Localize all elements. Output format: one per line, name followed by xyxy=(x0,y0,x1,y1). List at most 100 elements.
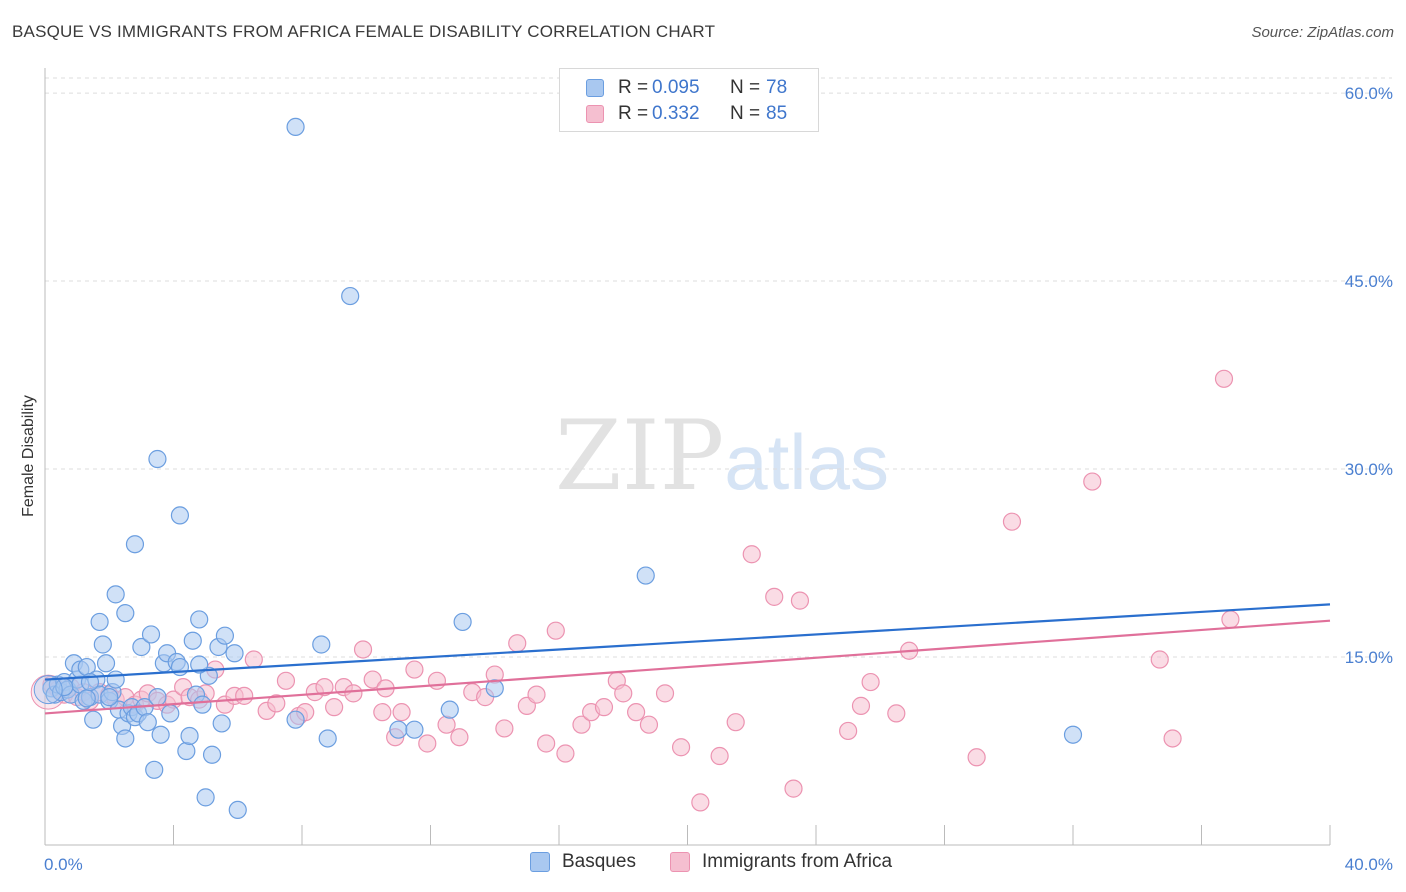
basques-point xyxy=(286,117,305,137)
basques-point xyxy=(116,729,135,748)
basques-point xyxy=(141,625,161,644)
basques-point xyxy=(100,688,119,707)
africa-point xyxy=(244,650,263,669)
africa-point xyxy=(784,779,803,798)
axis-labels: 15.0% 30.0% 45.0% 60.0% 0.0% 40.0% Female Disa… xyxy=(20,84,1393,874)
africa-point xyxy=(353,640,373,659)
legend-r-value: 0.095 xyxy=(652,77,700,98)
basques-point xyxy=(636,566,655,585)
basques-point xyxy=(318,729,337,748)
legend-n-label: N = xyxy=(730,103,761,124)
africa-point xyxy=(861,672,880,692)
legend-label-basques: Basques xyxy=(562,851,636,872)
basques-point xyxy=(93,635,112,654)
basques-point xyxy=(180,726,199,746)
africa-point xyxy=(594,698,614,717)
africa-point xyxy=(626,703,646,722)
basques-point xyxy=(148,688,167,707)
basques-cluster-point xyxy=(33,675,63,705)
watermark-zip: ZIP xyxy=(555,400,725,512)
africa-point xyxy=(887,704,906,723)
africa-point xyxy=(450,728,469,747)
basques-point xyxy=(225,644,244,663)
grid-lines xyxy=(45,77,1392,658)
africa-point xyxy=(851,696,871,715)
legend-label-africa: Immigrants from Africa xyxy=(702,851,893,872)
legend-swatch-africa xyxy=(670,852,690,872)
africa-point xyxy=(325,698,344,717)
basques-point xyxy=(170,506,190,525)
y-tick-label: 30.0% xyxy=(1345,460,1393,479)
watermark: ZIPatlas xyxy=(555,400,889,512)
correlation-legend: R = 0.095 N = 78 R = 0.332 N = 85 xyxy=(559,68,819,132)
x-tick-label: 0.0% xyxy=(44,855,83,874)
basques-point xyxy=(190,655,209,674)
basques-point xyxy=(183,631,202,650)
basques-point xyxy=(177,741,196,761)
basques-point xyxy=(116,604,135,623)
basques-point xyxy=(485,679,504,698)
africa-point xyxy=(1163,729,1182,748)
legend-n-value: 78 xyxy=(766,77,788,98)
africa-point xyxy=(495,719,514,738)
basques-point xyxy=(145,760,164,779)
basques-point xyxy=(286,710,305,729)
basques-point xyxy=(453,612,472,632)
y-tick-label: 45.0% xyxy=(1345,272,1393,291)
basques-point xyxy=(125,535,145,554)
legend-r-label: R = xyxy=(618,103,649,124)
africa-point xyxy=(1150,650,1169,669)
legend-n-value: 85 xyxy=(766,103,788,124)
trend-lines xyxy=(44,603,1331,715)
y-tick-label: 15.0% xyxy=(1345,648,1393,667)
africa-point xyxy=(392,703,411,722)
watermark-atlas: atlas xyxy=(724,418,889,506)
legend-swatch-basques xyxy=(530,852,550,872)
africa-point xyxy=(655,684,675,703)
africa-point xyxy=(363,670,382,689)
basques-point xyxy=(202,745,222,764)
legend-n-label: N = xyxy=(730,77,761,98)
basques-point xyxy=(96,654,116,673)
legend-item-africa: Immigrants from Africa xyxy=(670,851,892,873)
africa-point xyxy=(373,703,392,722)
africa-point xyxy=(790,591,810,610)
axes xyxy=(44,68,1331,846)
africa-point xyxy=(418,734,437,753)
africa-point xyxy=(839,721,858,741)
africa-point xyxy=(726,713,745,732)
africa-point xyxy=(967,748,986,767)
basques-point xyxy=(215,626,234,645)
legend-r-label: R = xyxy=(618,77,649,98)
legend-r-value: 0.332 xyxy=(652,103,700,124)
africa-point xyxy=(527,685,546,704)
africa-point xyxy=(639,715,659,734)
basques-point xyxy=(312,635,331,654)
legend-row-africa: R = 0.332 N = 85 xyxy=(586,102,787,126)
africa-point xyxy=(710,746,729,766)
africa-point xyxy=(537,734,556,753)
africa-point xyxy=(546,621,565,640)
legend-item-basques: Basques xyxy=(530,851,636,873)
basques-point xyxy=(228,800,247,820)
africa-point xyxy=(508,634,527,653)
africa-point xyxy=(405,660,424,679)
africa-point xyxy=(556,744,575,763)
x-tick-label: 40.0% xyxy=(1345,855,1393,874)
africa-point xyxy=(427,671,447,690)
y-tick-label: 60.0% xyxy=(1345,84,1393,103)
basques-point xyxy=(405,720,424,739)
africa-point xyxy=(1083,472,1102,491)
legend-row-basques: R = 0.095 N = 78 xyxy=(586,76,787,100)
y-axis-label: Female Disability xyxy=(20,395,37,517)
basques-point xyxy=(1063,725,1083,744)
legend-swatch-basques xyxy=(586,79,604,97)
basques-point xyxy=(440,700,459,719)
africa-point xyxy=(572,715,591,734)
africa-points xyxy=(30,369,1240,812)
basques-point xyxy=(77,689,96,708)
africa-point xyxy=(691,793,710,812)
africa-point xyxy=(315,677,334,697)
legend-swatch-africa xyxy=(586,105,604,123)
